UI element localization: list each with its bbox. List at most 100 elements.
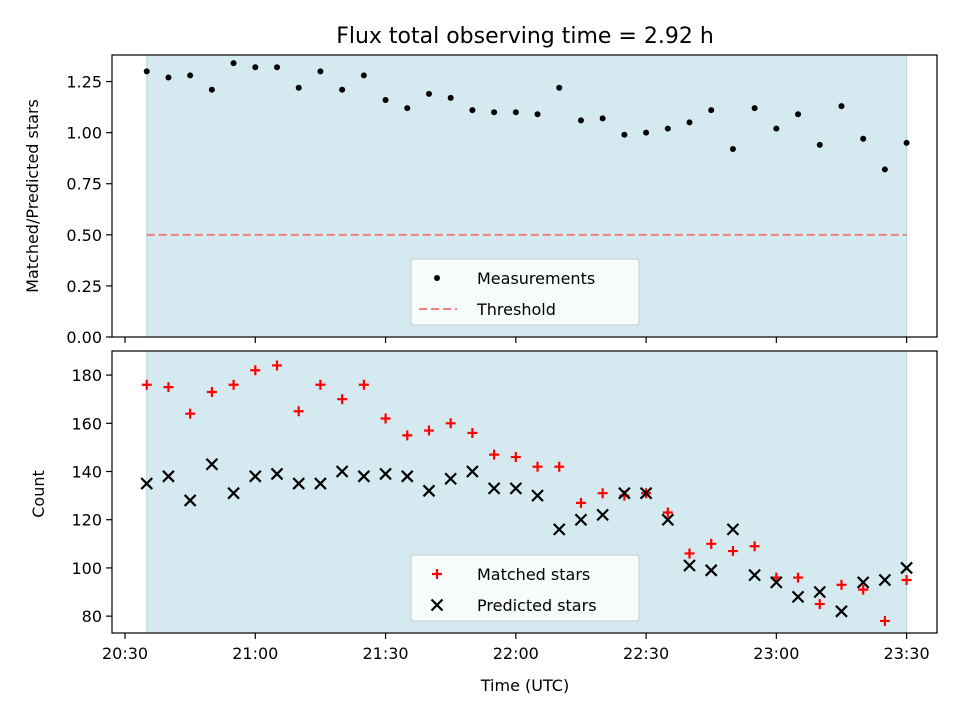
matched-point [358,379,369,390]
predicted-point [205,458,219,471]
measurement-point [143,68,150,75]
chart-title: Flux total observing time = 2.92 h [336,24,714,49]
measurement-point [729,146,736,152]
matched-point [445,418,456,429]
measurement-point [599,115,606,122]
y-tick-label: 120 [71,511,102,530]
measurement-point [686,119,693,126]
matched-point [749,541,760,552]
predicted-point [466,465,479,478]
legend-label: Predicted stars [477,596,597,615]
x-tick-label: 20:30 [102,644,148,663]
bottom-panel: 80 100 120 140 160 180 20:30 21:00 21:30 22:00 22:… [71,350,938,663]
measurement-point [469,107,476,114]
axes-frame [111,350,938,634]
matched-point [814,599,825,610]
predicted-point [335,465,349,478]
predicted-point [618,486,631,500]
measurement-point [664,125,671,132]
predicted-point [726,523,740,536]
measurement-point [773,125,780,132]
matched-point [684,548,695,559]
measurement-point [751,105,758,112]
measurement-point [534,111,541,118]
predicted-point [227,486,240,500]
predicted-point [249,470,262,483]
predicted-point [856,576,870,589]
matched-point [793,572,804,583]
matched-point [206,386,217,397]
matched-point [575,497,586,508]
matched-point [554,461,565,472]
measurement-point [317,68,324,75]
legend-box [410,554,640,622]
measurement-point [903,139,910,146]
predicted-point [835,605,848,618]
axes-frame [111,54,938,338]
predicted-point [400,470,414,483]
x-tick-label: 21:00 [232,644,278,663]
top-ylabel: Matched/Predicted stars [23,99,42,293]
predicted-point [552,523,566,536]
y-tick-label: 100 [71,559,102,578]
predicted-point [422,484,436,498]
matched-point [402,430,413,441]
predicted-point [444,472,457,486]
matched-point [185,408,196,419]
y-tick-label: 0.50 [66,226,102,245]
predicted-point [509,482,523,495]
measurement-point [556,84,563,91]
y-tick-label: 0.00 [66,328,102,347]
predicted-point [596,508,609,522]
measurement-point [491,109,498,116]
measurement-point [274,64,280,71]
predicted-point [661,513,675,526]
y-tick-label: 180 [71,366,102,385]
matched-point [380,413,391,424]
matched-point [510,452,521,463]
y-tick-label: 0.75 [66,175,102,194]
legend-box [410,258,640,326]
measurement-point [881,166,888,173]
predicted-point [878,573,892,587]
predicted-point [574,513,588,526]
predicted-point [292,477,305,490]
predicted-point [748,568,761,582]
measurement-point [708,107,715,114]
measurement-point [816,141,823,148]
y-tick-label: 140 [71,463,102,482]
measurement-point [512,109,519,116]
predicted-point [162,470,175,483]
measurement-point [621,131,628,138]
predicted-point [314,477,327,490]
legend-label: Measurements [477,269,595,288]
matched-point [858,584,869,595]
measurement-point [404,105,411,112]
measurement-point [447,94,454,101]
predicted-point [270,467,284,481]
measurement-point [252,64,259,71]
legend-marker [432,569,442,579]
predicted-point [357,470,371,483]
xaxis-label: Time (UTC) [480,676,569,695]
matched-point [597,488,608,499]
matched-point [141,379,152,390]
matched-point [662,507,673,518]
matched-point [250,365,261,376]
predicted-point [813,585,827,599]
matched-point [532,461,543,472]
matched-point [337,394,348,405]
predicted-point [639,486,653,500]
x-tick-label: 23:00 [753,644,799,663]
legend-marker [430,598,444,612]
matched-point [163,382,174,393]
measurement-point [382,96,389,103]
matched-point [293,406,304,417]
y-tick-label: 1.00 [66,124,102,143]
x-tick-label: 21:30 [362,644,408,663]
predicted-point [791,590,805,604]
measurement-point [643,129,650,136]
matched-point [901,574,912,585]
matched-point [272,360,282,371]
